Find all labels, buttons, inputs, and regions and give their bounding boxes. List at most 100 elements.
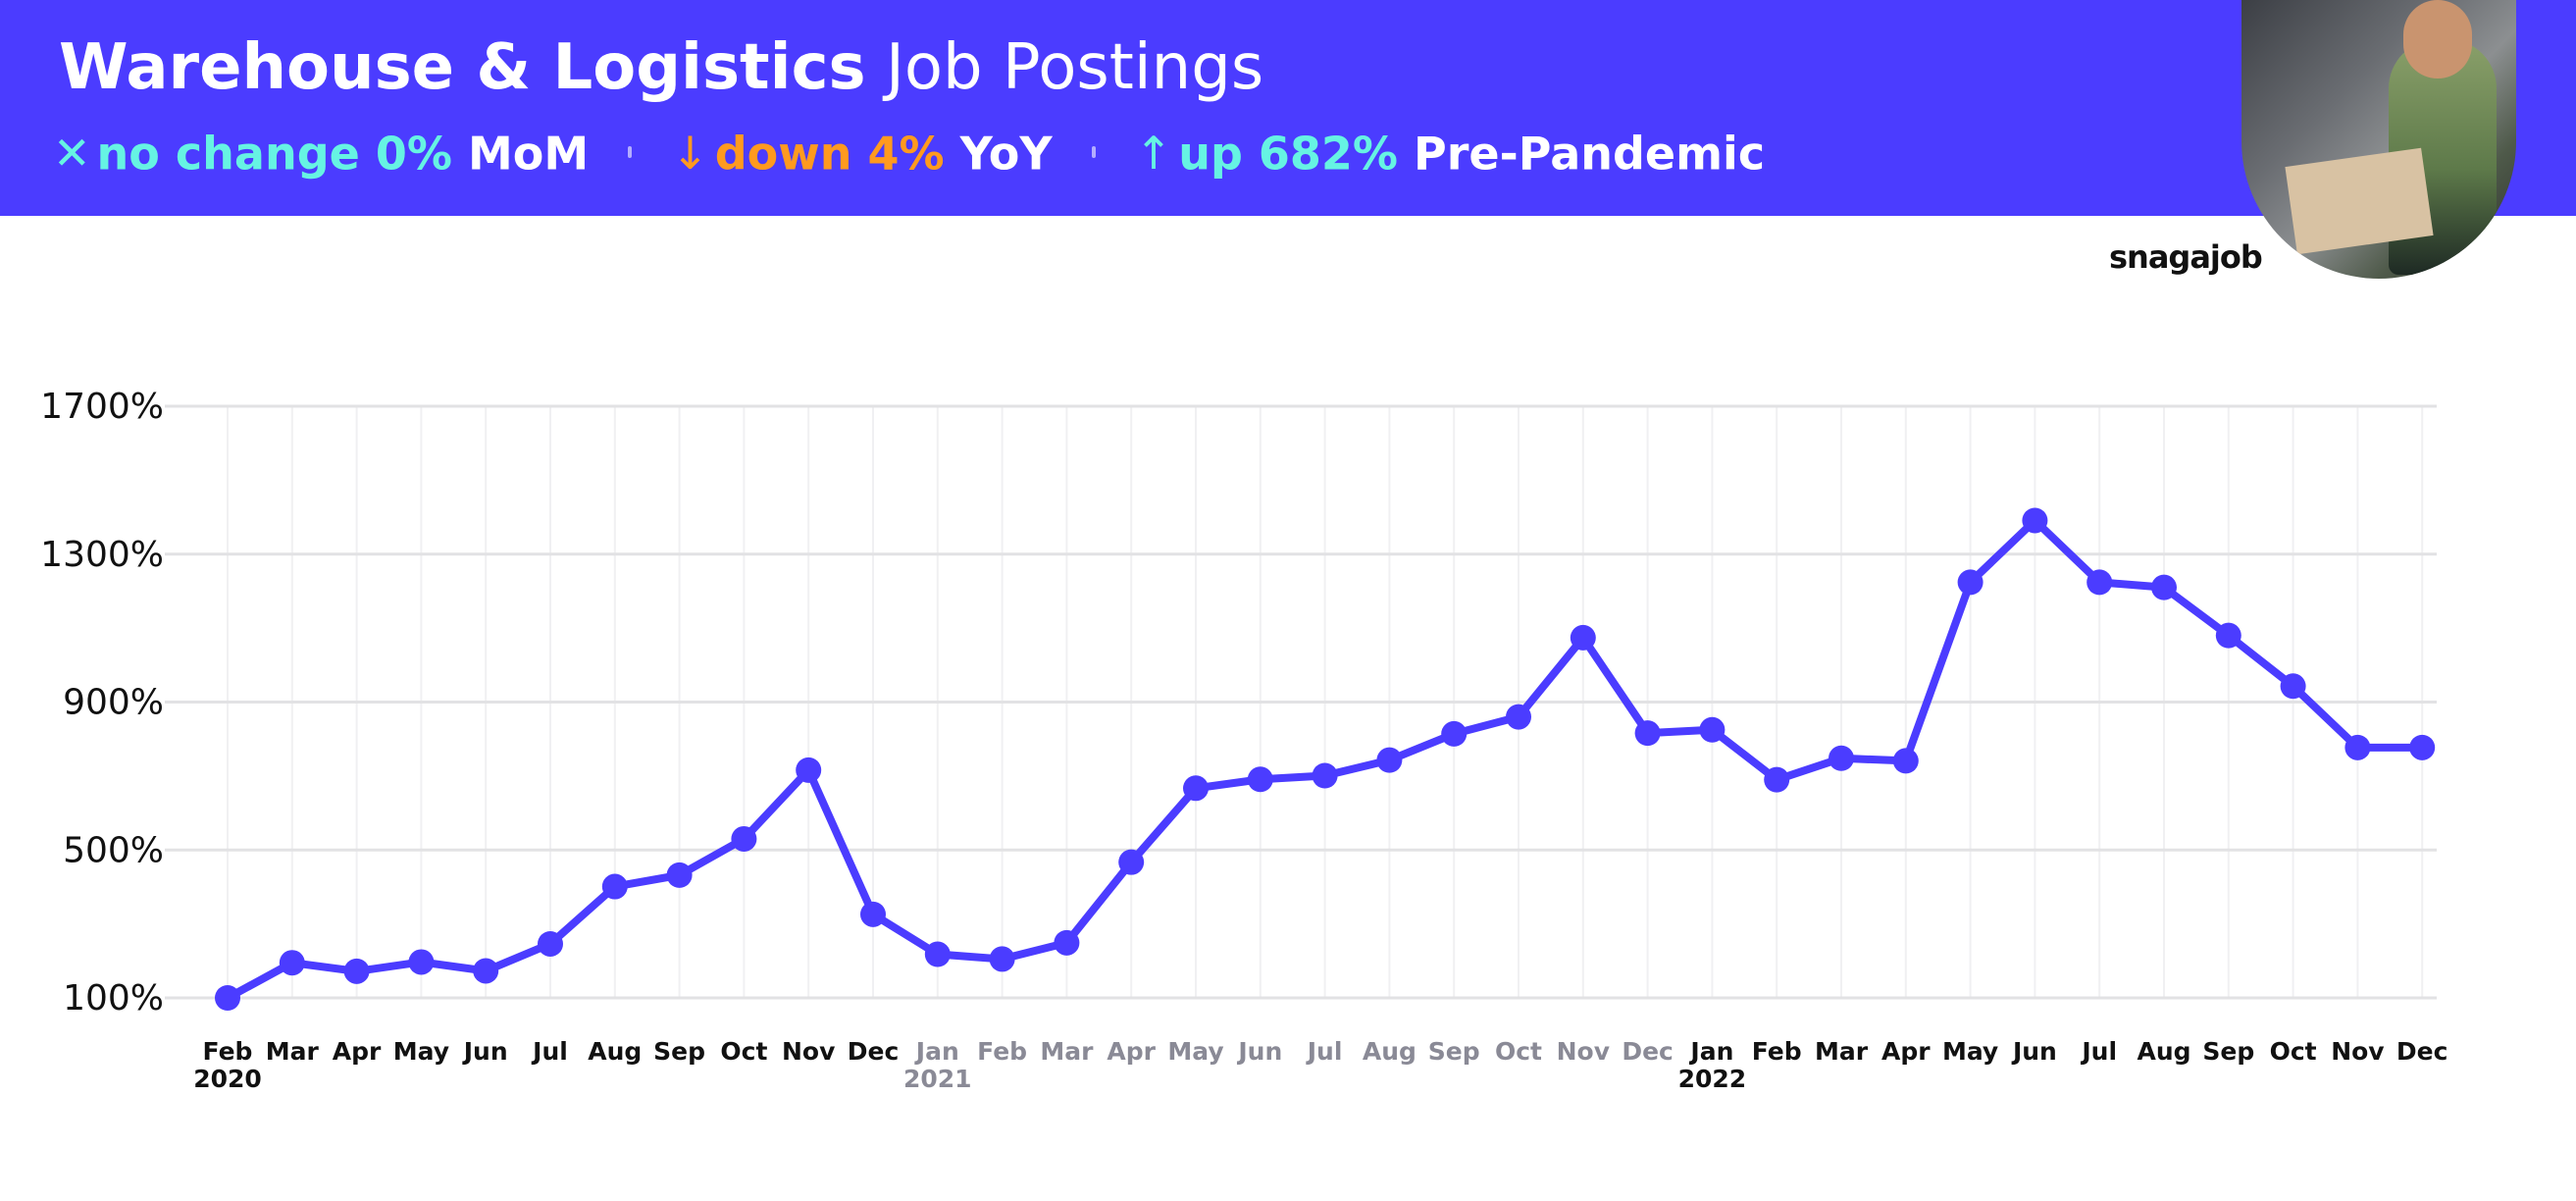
header-banner: Warehouse & Logistics Job Postings ✕ no c…	[0, 0, 2576, 216]
x-tick-label: Aug	[1363, 1037, 1417, 1066]
data-point	[2022, 507, 2048, 534]
data-point	[279, 950, 305, 976]
x-tick-label: Jul	[531, 1037, 568, 1066]
data-point	[1506, 704, 1531, 730]
y-tick-label: 900%	[63, 683, 164, 723]
worker-photo	[2241, 0, 2516, 279]
x-tick-label: Dec	[2396, 1037, 2448, 1066]
data-point	[1570, 624, 1596, 651]
x-tick-label: Jul	[1306, 1037, 1343, 1066]
x-icon: ✕	[53, 127, 91, 181]
title-bold: Warehouse & Logistics	[59, 31, 866, 104]
data-point	[2344, 734, 2371, 760]
y-axis-ticks: 100% 500% 900% 1300% 1700%	[40, 387, 164, 1018]
data-point	[1634, 720, 1661, 747]
data-point	[989, 946, 1015, 972]
data-point	[1376, 747, 1403, 773]
separator-dot	[1091, 145, 1096, 158]
data-point	[1957, 569, 1984, 596]
x-tick-label: Apr	[1881, 1037, 1931, 1066]
stat-prepandemic-period: Pre-Pandemic	[1414, 127, 1766, 181]
x-tick-label: Apr	[1107, 1037, 1156, 1066]
data-point	[2151, 574, 2177, 600]
chart-series	[215, 507, 2436, 1011]
x-tick-label: Oct	[1495, 1037, 1542, 1066]
data-point	[538, 930, 563, 957]
data-point	[1441, 720, 1468, 747]
title-light: Job Postings	[885, 31, 1264, 104]
stat-yoy: ↓ down 4% YoY	[671, 124, 1067, 181]
x-tick-label: Jun	[462, 1037, 508, 1066]
stat-prepandemic: ↑ up 682% Pre-Pandemic	[1134, 124, 1766, 181]
data-point	[2409, 734, 2436, 760]
x-tick-label: Aug	[2137, 1037, 2190, 1066]
x-tick-label: Sep	[653, 1037, 705, 1066]
stat-mom-period: MoM	[467, 127, 590, 181]
x-year-label: 2020	[193, 1065, 262, 1093]
x-year-label: 2022	[1678, 1065, 1747, 1093]
data-point	[473, 958, 499, 984]
data-point	[215, 985, 240, 1011]
x-tick-label: Feb	[1752, 1037, 1802, 1066]
x-tick-label: Nov	[1557, 1037, 1610, 1066]
data-point	[2087, 569, 2113, 596]
x-tick-label: Feb	[203, 1037, 253, 1066]
x-tick-label: May	[1942, 1037, 1998, 1066]
x-tick-label: Aug	[588, 1037, 642, 1066]
x-tick-label: Oct	[2270, 1037, 2317, 1066]
x-tick-label: Dec	[848, 1037, 900, 1066]
data-point	[1312, 762, 1338, 789]
stats-row: ✕ no change 0% MoM ↓ down 4% YoY ↑ up 682% …	[53, 122, 1765, 180]
data-point	[408, 949, 435, 975]
data-point	[796, 757, 822, 783]
stat-mom: ✕ no change 0% MoM	[53, 124, 604, 181]
data-point	[1892, 748, 1919, 774]
x-tick-label: Feb	[977, 1037, 1027, 1066]
photo-head	[2403, 0, 2472, 78]
stat-mom-change: no change 0%	[96, 127, 452, 181]
data-point	[2215, 622, 2241, 649]
arrow-up-icon: ↑	[1134, 127, 1173, 181]
data-point	[1829, 745, 1854, 771]
data-point	[1764, 766, 1790, 793]
data-point	[731, 825, 757, 852]
x-tick-label: May	[1167, 1037, 1223, 1066]
y-tick-label: 100%	[63, 978, 164, 1018]
y-tick-label: 1300%	[40, 535, 164, 575]
data-point	[860, 901, 886, 927]
data-point	[666, 862, 693, 888]
page-title: Warehouse & Logistics Job Postings	[59, 31, 1263, 104]
y-tick-label: 500%	[63, 830, 164, 870]
x-tick-label: May	[393, 1037, 449, 1066]
stat-yoy-period: YoY	[959, 127, 1053, 181]
data-point	[2280, 673, 2306, 700]
x-tick-label: Mar	[1815, 1037, 1869, 1066]
data-point	[924, 941, 951, 967]
data-point	[1118, 849, 1145, 875]
x-tick-label: Sep	[1428, 1037, 1480, 1066]
x-tick-label: Jan	[1688, 1037, 1733, 1066]
x-tick-label: Sep	[2202, 1037, 2254, 1066]
x-tick-label: Mar	[266, 1037, 320, 1066]
snagajob-logo: snagajob	[2109, 238, 2263, 276]
x-tick-label: Jan	[914, 1037, 959, 1066]
data-point	[601, 873, 628, 900]
x-tick-label: Jun	[1236, 1037, 1282, 1066]
x-year-label: 2021	[903, 1065, 972, 1093]
chart-grid	[165, 404, 2437, 1000]
stat-yoy-change: down 4%	[714, 127, 945, 181]
stat-prepandemic-change: up 682%	[1178, 127, 1399, 181]
data-point	[1247, 766, 1273, 793]
arrow-down-icon: ↓	[671, 127, 709, 181]
x-tick-label: Jul	[2080, 1037, 2117, 1066]
data-point	[1183, 775, 1209, 802]
y-tick-label: 1700%	[40, 387, 164, 427]
x-tick-label: Mar	[1040, 1037, 1094, 1066]
separator-dot	[628, 145, 633, 158]
data-point	[343, 958, 370, 984]
x-tick-label: Apr	[333, 1037, 382, 1066]
x-tick-label: Nov	[782, 1037, 835, 1066]
x-tick-label: Oct	[720, 1037, 767, 1066]
data-point	[1054, 929, 1080, 956]
